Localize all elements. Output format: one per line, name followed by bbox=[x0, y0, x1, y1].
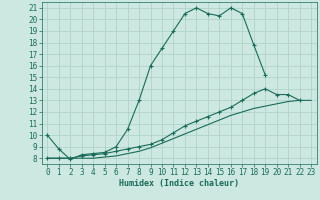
X-axis label: Humidex (Indice chaleur): Humidex (Indice chaleur) bbox=[119, 179, 239, 188]
